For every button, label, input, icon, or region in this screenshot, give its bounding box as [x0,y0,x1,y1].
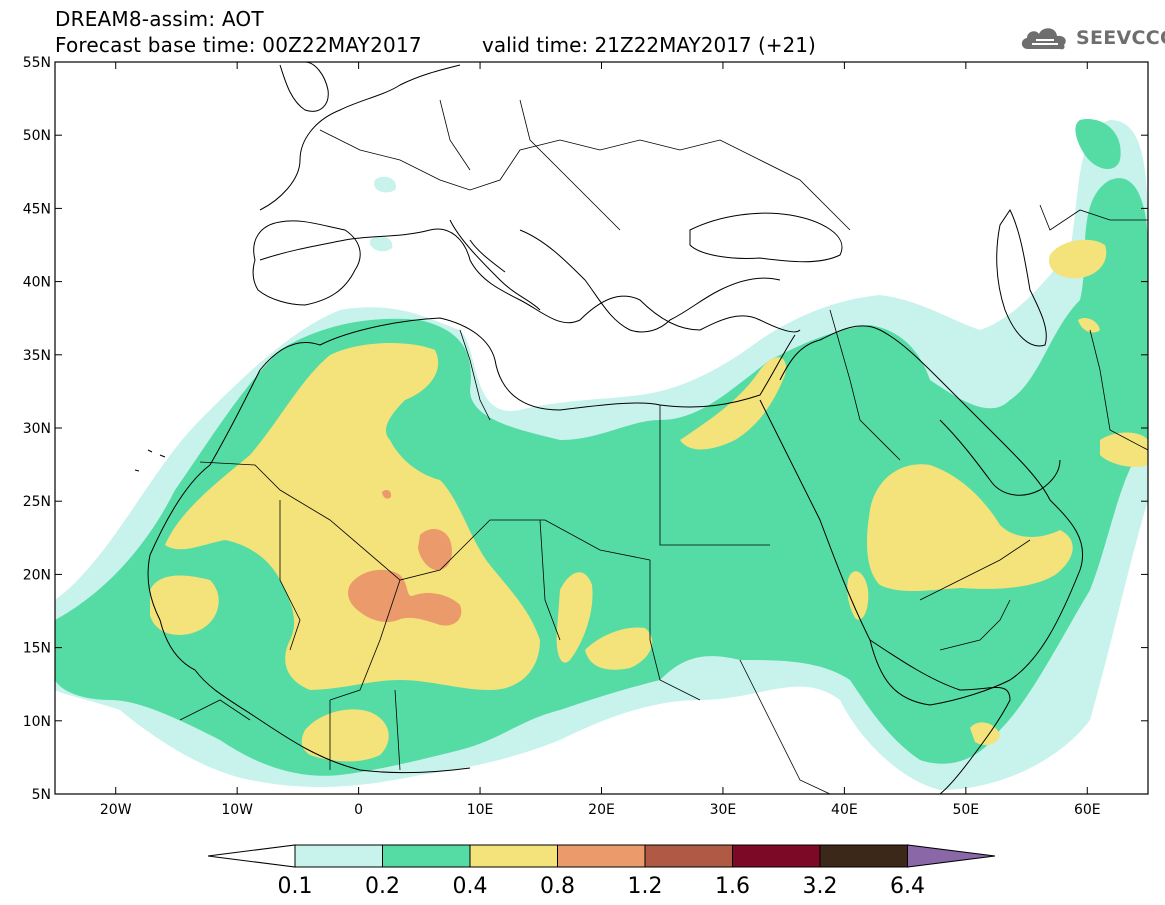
lat-tick-label: 35N [23,348,51,364]
colorbar-label: 1.6 [715,874,750,899]
colorbar-under-arrow [207,844,296,868]
colorbar-label: 6.4 [890,874,925,899]
lat-tick-label: 5N [32,787,51,803]
lon-tick-label: 30E [710,802,737,818]
lat-tick-label: 30N [23,421,51,437]
seevccc-logo: SEEVCCC [1018,22,1165,54]
colorbar-box [819,844,908,868]
colorbar-over-arrow [907,844,996,868]
colorbar-box [382,844,471,868]
aot-band-0.4-iran [1100,432,1148,467]
aot-band-0.4-levant [680,357,786,450]
latitude-axis: 55N 50N 45N 40N 35N 30N 25N 20N 15N 10N 5N [23,55,1148,803]
lon-tick-label: 20E [588,802,615,818]
colorbar-box [732,844,821,868]
colorbar-box [557,844,646,868]
aot-band-0.8-hoggar [418,528,452,571]
lon-tick-label: 50E [952,802,979,818]
chart-title: DREAM8-assim: AOT [55,7,264,31]
borders [179,99,1148,794]
colorbar-label: 1.2 [628,874,663,899]
colorbar-label: 0.2 [365,874,400,899]
colorbar-label: 0.8 [540,874,575,899]
colorbar-label: 0.1 [278,874,313,899]
aot-band-0.4-west [150,575,219,635]
lat-tick-label: 40N [23,275,51,291]
lon-tick-label: 10W [221,802,253,818]
lon-tick-label: 20W [100,802,132,818]
lon-tick-label: 60E [1074,802,1101,818]
colorbar-box [644,844,733,868]
aot-band-0.4-redsea [847,571,869,620]
logo-text: SEEVCCC [1076,27,1165,49]
lon-tick-label: 0 [354,802,363,818]
lat-tick-label: 45N [23,201,51,217]
lat-tick-label: 50N [23,128,51,144]
aot-band-0.4-gulf [301,709,389,762]
lat-tick-label: 10N [23,714,51,730]
lat-tick-label: 20N [23,567,51,583]
cloud-icon [1021,28,1066,50]
longitude-axis: 20W 10W 0 10E 20E 30E 40E 50E 60E [100,62,1101,818]
lat-tick-label: 25N [23,494,51,510]
aot-band-0.8-spot [382,489,392,499]
lat-tick-label: 55N [23,55,51,71]
aot-band-0.4-chad [556,572,653,670]
colorbar-labels: 0.1 0.2 0.4 0.8 1.2 1.6 3.2 6.4 [278,874,926,899]
coastlines [134,62,1084,794]
colorbar-box [294,844,383,868]
aot-band-0.4-caspian [1049,239,1107,333]
colorbar-boxes [207,844,996,868]
lon-tick-label: 10E [467,802,494,818]
colorbar-box [469,844,558,868]
lat-tick-label: 15N [23,641,51,657]
colorbar-label: 0.4 [453,874,488,899]
aot-band-0.1-north [369,176,396,252]
forecast-base-time: Forecast base time: 00Z22MAY2017 [55,33,422,57]
lon-tick-label: 40E [831,802,858,818]
aot-band-0.4-arabia [867,464,1073,592]
aot-band-0.8-tenere [348,569,462,626]
valid-time: valid time: 21Z22MAY2017 (+21) [482,33,816,57]
aot-band-0.2-ne [1075,119,1121,170]
colorbar-label: 3.2 [803,874,838,899]
